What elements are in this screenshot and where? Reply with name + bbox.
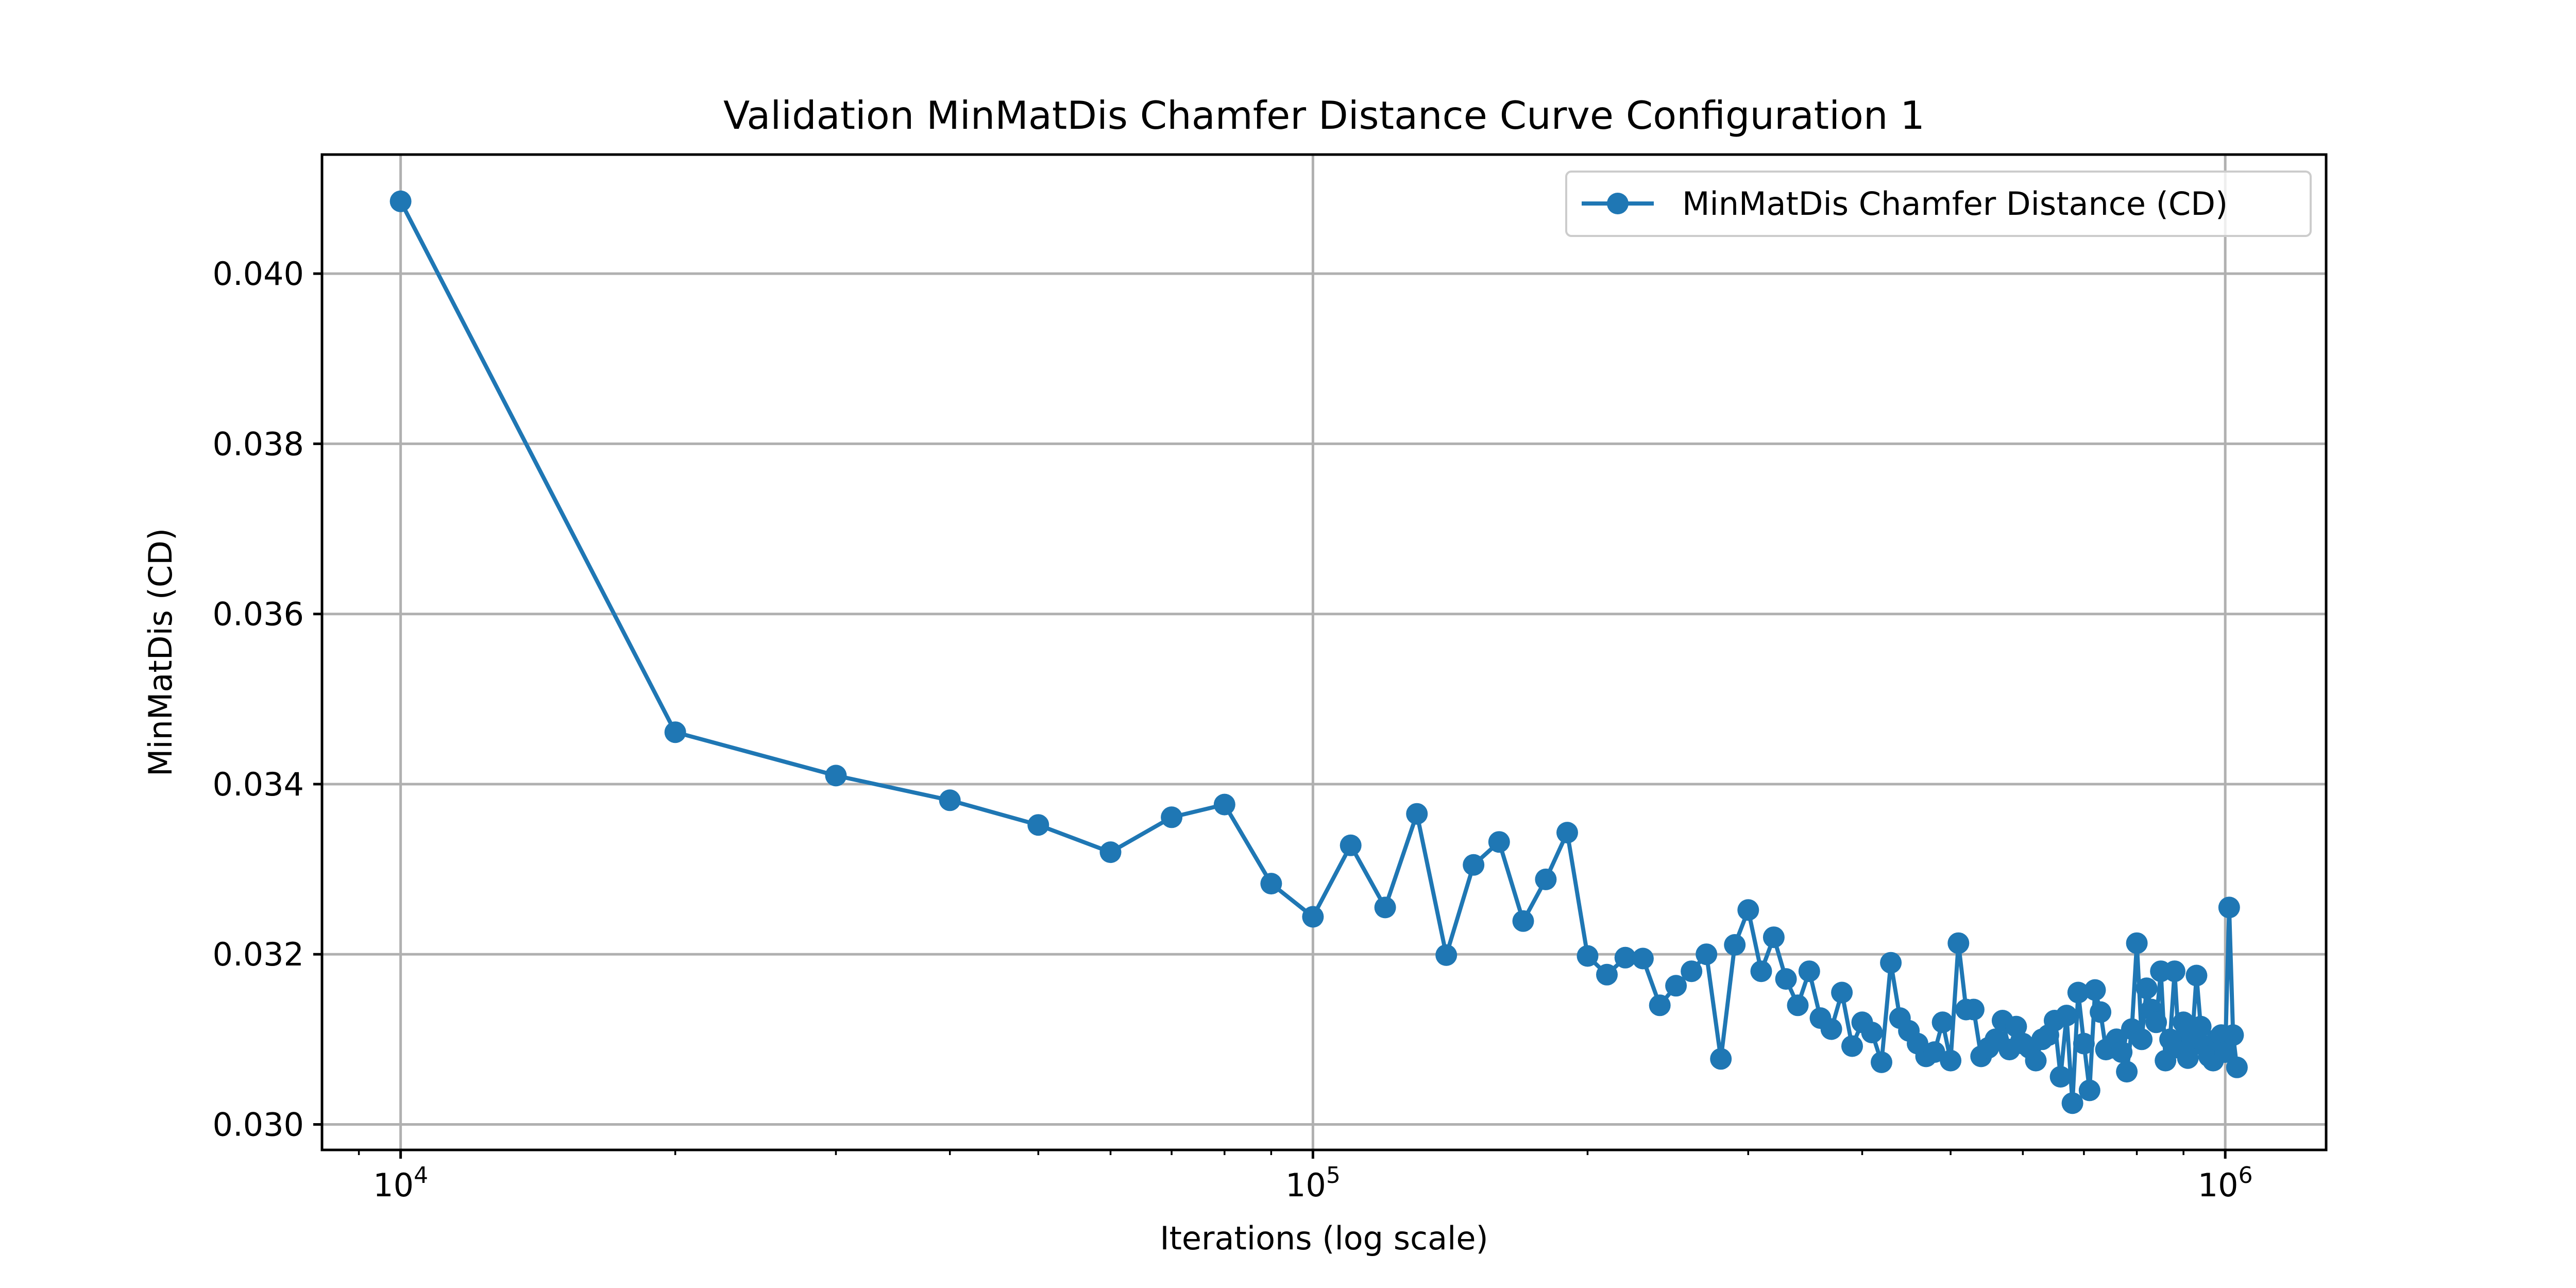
data-point bbox=[2155, 1049, 2177, 1072]
data-point bbox=[1649, 994, 1671, 1016]
data-point bbox=[1871, 1051, 1892, 1073]
data-point bbox=[1820, 1018, 1842, 1040]
data-point bbox=[2222, 1024, 2244, 1046]
data-point bbox=[1787, 994, 1809, 1016]
plot-area-frame bbox=[320, 153, 2328, 1151]
data-point bbox=[2226, 1056, 2248, 1078]
data-point bbox=[1841, 1035, 1863, 1057]
data-point bbox=[1535, 868, 1557, 890]
data-point bbox=[2061, 1092, 2083, 1114]
data-point bbox=[1614, 946, 1636, 969]
data-point bbox=[2163, 960, 2185, 982]
data-point bbox=[1831, 981, 1853, 1004]
data-point bbox=[1931, 1011, 1954, 1033]
data-point bbox=[2073, 1032, 2095, 1055]
data-point bbox=[1632, 947, 1654, 970]
data-point bbox=[2131, 1028, 2153, 1050]
grid-lines bbox=[322, 155, 2326, 1150]
data-point bbox=[1161, 806, 1183, 828]
y-tick-label: 0.040 bbox=[213, 255, 304, 293]
y-tick-label: 0.032 bbox=[213, 936, 304, 973]
data-point bbox=[1596, 963, 1618, 986]
data-point bbox=[2177, 1047, 2199, 1069]
data-point bbox=[2173, 1011, 2195, 1033]
data-point bbox=[1260, 873, 1282, 895]
data-point bbox=[1798, 960, 1820, 982]
data-point bbox=[2090, 1001, 2112, 1023]
y-axis-label: MinMatDis (CD) bbox=[142, 528, 179, 776]
data-point bbox=[1880, 952, 1902, 974]
data-point bbox=[1923, 1041, 1945, 1063]
data-point bbox=[2049, 1066, 2072, 1088]
data-point bbox=[1577, 945, 1599, 967]
data-point bbox=[1512, 910, 1534, 932]
data-point bbox=[2084, 979, 2106, 1001]
data-point bbox=[2116, 1061, 2138, 1083]
data-series bbox=[389, 190, 2248, 1114]
data-point bbox=[1488, 831, 1510, 853]
data-point bbox=[1340, 834, 1362, 856]
y-tick-label: 0.038 bbox=[213, 425, 304, 463]
data-point bbox=[1302, 906, 1324, 928]
data-point bbox=[1027, 814, 1049, 836]
data-point bbox=[2145, 1011, 2167, 1033]
data-point bbox=[664, 721, 686, 743]
data-point bbox=[1962, 998, 1985, 1021]
data-point bbox=[825, 765, 847, 787]
data-point bbox=[1099, 841, 1122, 863]
data-point bbox=[1940, 1049, 1962, 1072]
data-point bbox=[1406, 803, 1428, 825]
x-tick-label: 104 bbox=[373, 1162, 428, 1204]
data-point bbox=[1724, 934, 1746, 956]
y-tick-label: 0.034 bbox=[213, 766, 304, 803]
data-point bbox=[1696, 943, 1718, 965]
x-tick-label: 106 bbox=[2198, 1162, 2253, 1204]
x-tick-label: 105 bbox=[1285, 1162, 1341, 1204]
legend-marker-swatch bbox=[1607, 193, 1629, 214]
data-point bbox=[2078, 1079, 2100, 1101]
data-point bbox=[2218, 896, 2240, 919]
data-point bbox=[1665, 975, 1687, 997]
data-point bbox=[1947, 932, 1970, 954]
legend-label: MinMatDis Chamfer Distance (CD) bbox=[1682, 185, 2228, 223]
data-point bbox=[1750, 960, 1772, 982]
data-point bbox=[1737, 899, 1759, 921]
data-point bbox=[2025, 1049, 2047, 1072]
x-axis-label: Iterations (log scale) bbox=[1160, 1219, 1488, 1257]
data-point bbox=[1435, 944, 1458, 966]
data-point bbox=[2005, 1015, 2027, 1038]
data-point bbox=[2214, 1041, 2236, 1063]
data-point bbox=[1463, 854, 1485, 876]
y-tick-label: 0.036 bbox=[213, 596, 304, 633]
legend-box bbox=[1565, 171, 2312, 237]
data-point bbox=[1213, 793, 1235, 816]
data-point bbox=[1556, 822, 1578, 844]
data-point bbox=[2185, 964, 2208, 987]
data-point bbox=[1861, 1022, 1883, 1044]
data-point bbox=[2067, 981, 2089, 1004]
legend: MinMatDis Chamfer Distance (CD) bbox=[1565, 171, 2312, 237]
data-point bbox=[1710, 1048, 1732, 1070]
data-point bbox=[2136, 977, 2158, 999]
data-point bbox=[1775, 968, 1797, 990]
chart-title: Validation MinMatDis Chamfer Distance Cu… bbox=[723, 93, 1925, 138]
data-point bbox=[1681, 960, 1703, 982]
data-point bbox=[2056, 1005, 2078, 1027]
y-tick-label: 0.030 bbox=[213, 1106, 304, 1143]
data-point bbox=[389, 190, 412, 212]
axis-ticks: 0.030 0.032 0.034 0.036 0.038 0.040 104 105 106 bbox=[213, 255, 2253, 1204]
data-point bbox=[2126, 932, 2148, 954]
data-point bbox=[939, 789, 961, 811]
data-point bbox=[2190, 1015, 2212, 1038]
data-point bbox=[2111, 1041, 2133, 1063]
data-point bbox=[1374, 896, 1396, 919]
data-point bbox=[1762, 926, 1785, 948]
